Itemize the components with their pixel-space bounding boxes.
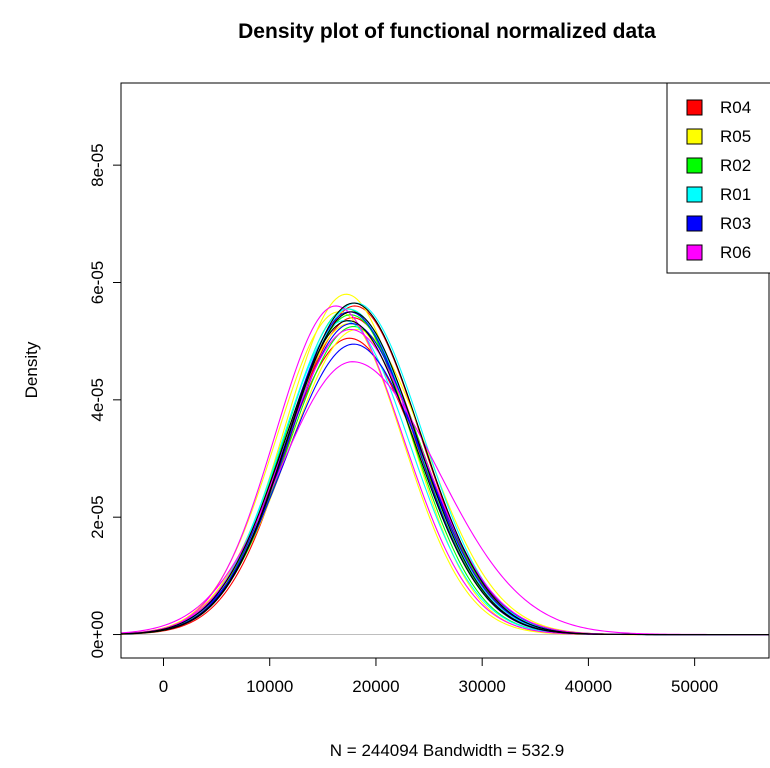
x-tick-label: 50000 [671, 677, 718, 696]
density-curve-22 [121, 320, 769, 636]
y-axis: 0e+00 2e-05 4e-05 6e-05 8e-05 [88, 143, 122, 659]
legend-swatch [686, 186, 703, 203]
legend-label: R03 [720, 214, 751, 233]
legend-swatch [686, 244, 703, 261]
x-tick-label: 20000 [352, 677, 399, 696]
legend-label: R02 [720, 156, 751, 175]
legend: R04 R05 R02 R01 R03 R06 [666, 82, 770, 274]
chart-title: Density plot of functional normalized da… [238, 20, 656, 43]
legend-label: R06 [720, 243, 751, 262]
x-tick-label: 0 [159, 677, 168, 696]
density-curve-12 [121, 320, 769, 636]
x-tick-label: 40000 [565, 677, 612, 696]
legend-label: R01 [720, 185, 751, 204]
y-tick-label: 8e-05 [88, 143, 107, 186]
x-tick-label: 10000 [246, 677, 293, 696]
plot-area [121, 293, 769, 636]
legend-box [666, 82, 770, 274]
y-tick-label: 6e-05 [88, 261, 107, 304]
y-tick-label: 0e+00 [88, 611, 107, 659]
y-axis-label: Density [22, 341, 41, 398]
density-curve-5 [121, 323, 769, 636]
legend-label: R05 [720, 127, 751, 146]
density-curve-18 [121, 305, 769, 636]
x-axis: 0 10000 20000 30000 40000 50000 [159, 657, 718, 696]
x-axis-label: N = 244094 Bandwidth = 532.9 [330, 741, 564, 760]
density-curve-1 [121, 337, 769, 636]
legend-swatch [686, 128, 703, 145]
density-curve-16 [121, 323, 769, 636]
legend-swatch [686, 157, 703, 174]
y-tick-label: 4e-05 [88, 378, 107, 421]
legend-swatch [686, 215, 703, 232]
y-tick-label: 2e-05 [88, 495, 107, 538]
x-tick-label: 30000 [459, 677, 506, 696]
legend-swatch [686, 99, 703, 116]
legend-label: R04 [720, 98, 751, 117]
